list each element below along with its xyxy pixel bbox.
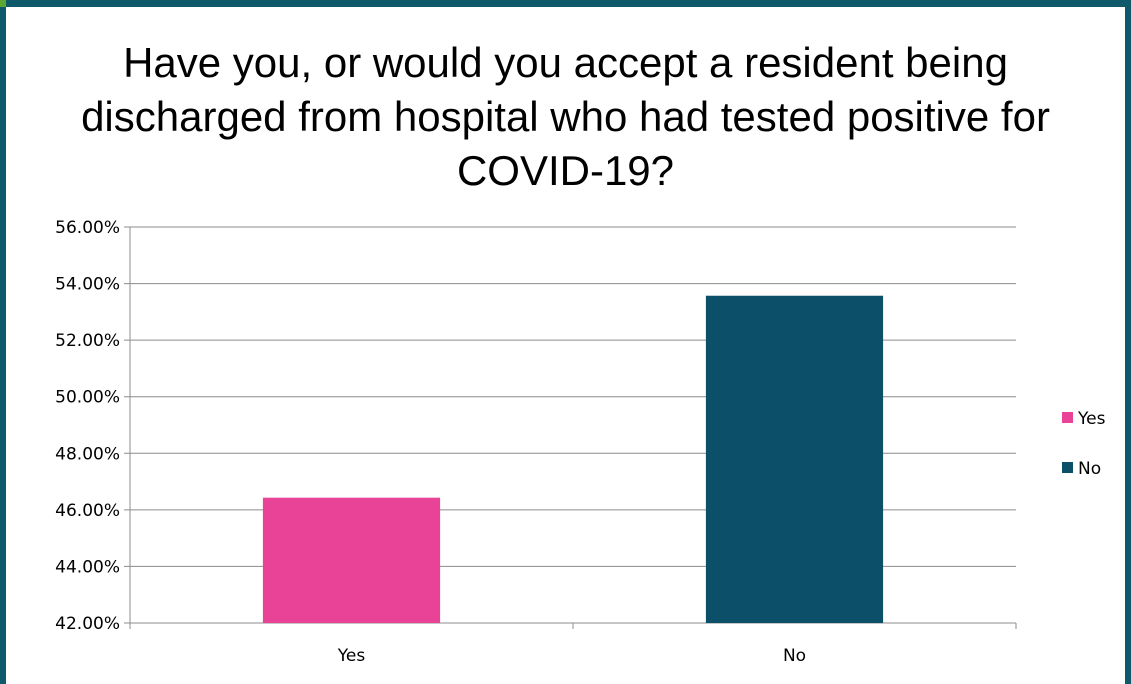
y-tick-label: 46.00% [55, 501, 120, 521]
bars [262, 295, 884, 623]
y-tick-label: 48.00% [55, 444, 120, 464]
legend-label-no: No [1078, 459, 1101, 479]
bar-no [705, 295, 884, 623]
y-tick-label: 52.00% [55, 331, 120, 351]
x-tick-label: Yes [337, 646, 366, 666]
chart-title: Have you, or would you accept a resident… [81, 39, 1050, 194]
bar-yes [262, 497, 441, 623]
y-tick-label: 56.00% [55, 218, 120, 238]
axis-labels: 42.00% 44.00% 46.00% 48.00% 50.00% 52.00% 54.0… [55, 218, 806, 666]
y-tick-label: 50.00% [55, 388, 120, 408]
x-tick-label: No [783, 646, 806, 666]
y-tick-label: 42.00% [55, 614, 120, 634]
legend: Yes No [1062, 409, 1106, 479]
y-tick-label: 44.00% [55, 557, 120, 577]
legend-label-yes: Yes [1077, 409, 1106, 429]
legend-swatch-no [1062, 462, 1073, 473]
y-tick-label: 54.00% [55, 275, 120, 295]
corner-accent [0, 0, 6, 7]
legend-swatch-yes [1062, 412, 1073, 423]
